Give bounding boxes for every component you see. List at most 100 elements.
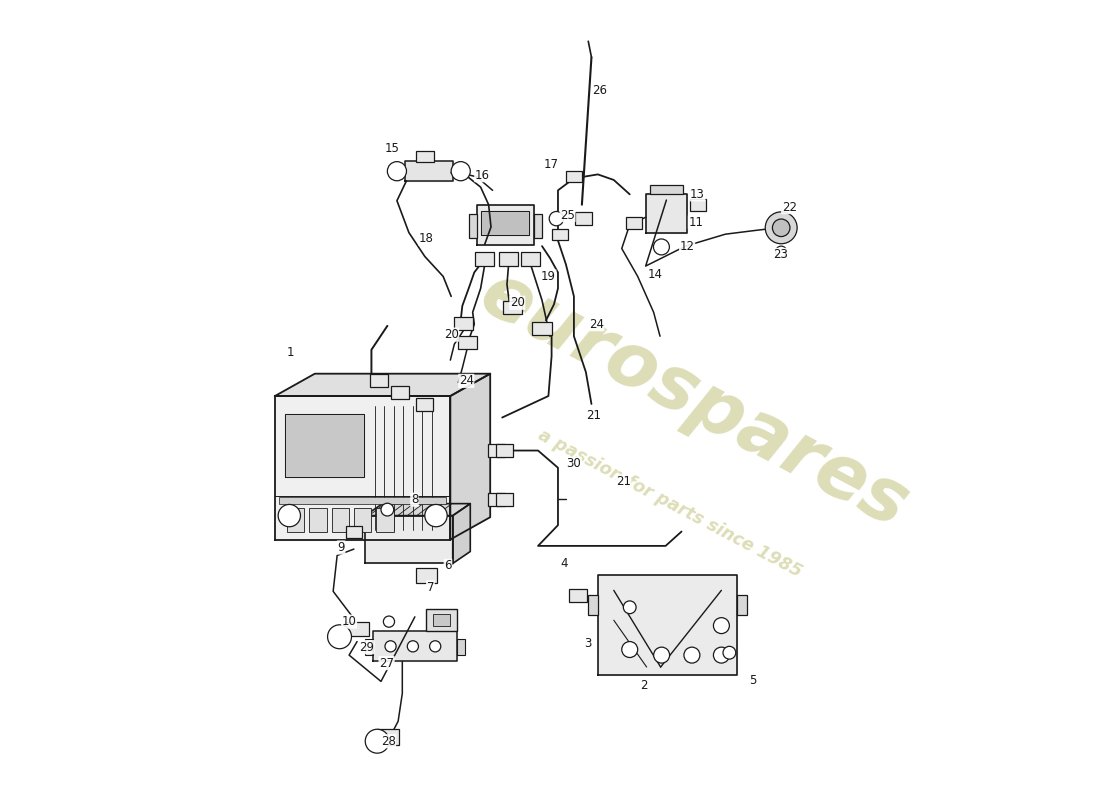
Circle shape bbox=[766, 212, 797, 244]
Text: 8: 8 bbox=[410, 493, 418, 506]
Bar bbox=[532, 322, 551, 334]
Bar bbox=[287, 508, 305, 531]
Polygon shape bbox=[450, 374, 491, 539]
Text: 11: 11 bbox=[689, 216, 703, 229]
Text: 21: 21 bbox=[586, 410, 602, 422]
Bar bbox=[331, 508, 349, 531]
Text: 7: 7 bbox=[427, 581, 434, 594]
Circle shape bbox=[624, 601, 636, 614]
Bar bbox=[416, 568, 437, 582]
Polygon shape bbox=[275, 396, 450, 539]
Text: 4: 4 bbox=[561, 557, 568, 570]
Text: 29: 29 bbox=[359, 641, 374, 654]
Bar bbox=[392, 386, 409, 399]
Text: 20: 20 bbox=[510, 296, 525, 310]
Polygon shape bbox=[482, 211, 529, 235]
Text: 6: 6 bbox=[444, 559, 452, 572]
Bar bbox=[496, 444, 514, 457]
Circle shape bbox=[772, 219, 790, 237]
Text: a passion for parts since 1985: a passion for parts since 1985 bbox=[535, 426, 804, 581]
Bar bbox=[416, 398, 433, 411]
Bar bbox=[487, 493, 505, 506]
Circle shape bbox=[714, 618, 729, 634]
Text: 1: 1 bbox=[287, 346, 295, 358]
Bar bbox=[496, 493, 514, 506]
Text: 24: 24 bbox=[459, 374, 474, 387]
Text: 25: 25 bbox=[560, 209, 575, 222]
Circle shape bbox=[365, 730, 389, 753]
Bar bbox=[416, 151, 433, 162]
Text: 24: 24 bbox=[588, 318, 604, 330]
Text: 17: 17 bbox=[544, 158, 559, 171]
Circle shape bbox=[381, 503, 394, 516]
Text: 30: 30 bbox=[566, 458, 581, 470]
Bar bbox=[309, 508, 327, 531]
Text: eurospares: eurospares bbox=[468, 257, 920, 543]
Circle shape bbox=[714, 647, 729, 663]
Bar bbox=[458, 336, 476, 349]
Circle shape bbox=[723, 646, 736, 659]
Text: 16: 16 bbox=[475, 169, 490, 182]
Text: 15: 15 bbox=[385, 142, 399, 155]
Bar bbox=[469, 214, 476, 238]
Bar bbox=[650, 185, 683, 194]
Bar bbox=[427, 609, 456, 631]
Text: 10: 10 bbox=[342, 615, 356, 628]
Text: 28: 28 bbox=[381, 734, 396, 748]
Bar bbox=[565, 171, 582, 182]
Text: 2: 2 bbox=[640, 679, 648, 692]
Bar bbox=[499, 252, 518, 266]
Text: 26: 26 bbox=[592, 84, 607, 97]
Circle shape bbox=[451, 162, 471, 181]
Text: 13: 13 bbox=[690, 188, 705, 201]
Text: 19: 19 bbox=[541, 270, 556, 283]
Text: 3: 3 bbox=[584, 637, 592, 650]
Text: 22: 22 bbox=[782, 201, 796, 214]
Polygon shape bbox=[453, 504, 471, 563]
Circle shape bbox=[776, 246, 786, 258]
Text: 27: 27 bbox=[379, 657, 394, 670]
Polygon shape bbox=[646, 194, 688, 233]
Bar bbox=[456, 639, 464, 655]
Text: 12: 12 bbox=[680, 241, 694, 254]
Bar bbox=[503, 301, 522, 314]
Circle shape bbox=[407, 641, 418, 652]
Text: 14: 14 bbox=[648, 267, 662, 281]
Bar bbox=[487, 444, 505, 457]
Text: 9: 9 bbox=[338, 541, 345, 554]
Bar bbox=[691, 199, 706, 210]
Bar bbox=[521, 252, 540, 266]
Circle shape bbox=[385, 641, 396, 652]
Text: 21: 21 bbox=[616, 475, 630, 488]
Circle shape bbox=[653, 239, 670, 255]
Bar bbox=[588, 595, 597, 615]
Circle shape bbox=[387, 162, 407, 181]
Bar bbox=[535, 214, 542, 238]
Bar bbox=[279, 498, 447, 504]
Text: 23: 23 bbox=[773, 249, 788, 262]
Circle shape bbox=[384, 616, 395, 627]
Polygon shape bbox=[597, 575, 737, 675]
Circle shape bbox=[425, 505, 448, 526]
Polygon shape bbox=[275, 374, 491, 396]
Bar bbox=[475, 252, 494, 266]
Polygon shape bbox=[373, 631, 456, 662]
Bar bbox=[371, 374, 388, 387]
Polygon shape bbox=[405, 161, 453, 181]
Bar bbox=[345, 526, 362, 538]
Bar bbox=[551, 229, 568, 240]
Bar bbox=[377, 730, 399, 745]
Polygon shape bbox=[476, 205, 535, 245]
Circle shape bbox=[549, 211, 563, 226]
Circle shape bbox=[621, 642, 638, 658]
Bar bbox=[778, 228, 784, 242]
Circle shape bbox=[653, 647, 670, 663]
Bar bbox=[574, 212, 592, 225]
Circle shape bbox=[684, 647, 700, 663]
Circle shape bbox=[278, 505, 300, 526]
Text: 5: 5 bbox=[749, 674, 757, 687]
Bar bbox=[365, 639, 373, 655]
Bar bbox=[454, 317, 473, 330]
Bar bbox=[345, 622, 368, 636]
Bar bbox=[354, 508, 372, 531]
